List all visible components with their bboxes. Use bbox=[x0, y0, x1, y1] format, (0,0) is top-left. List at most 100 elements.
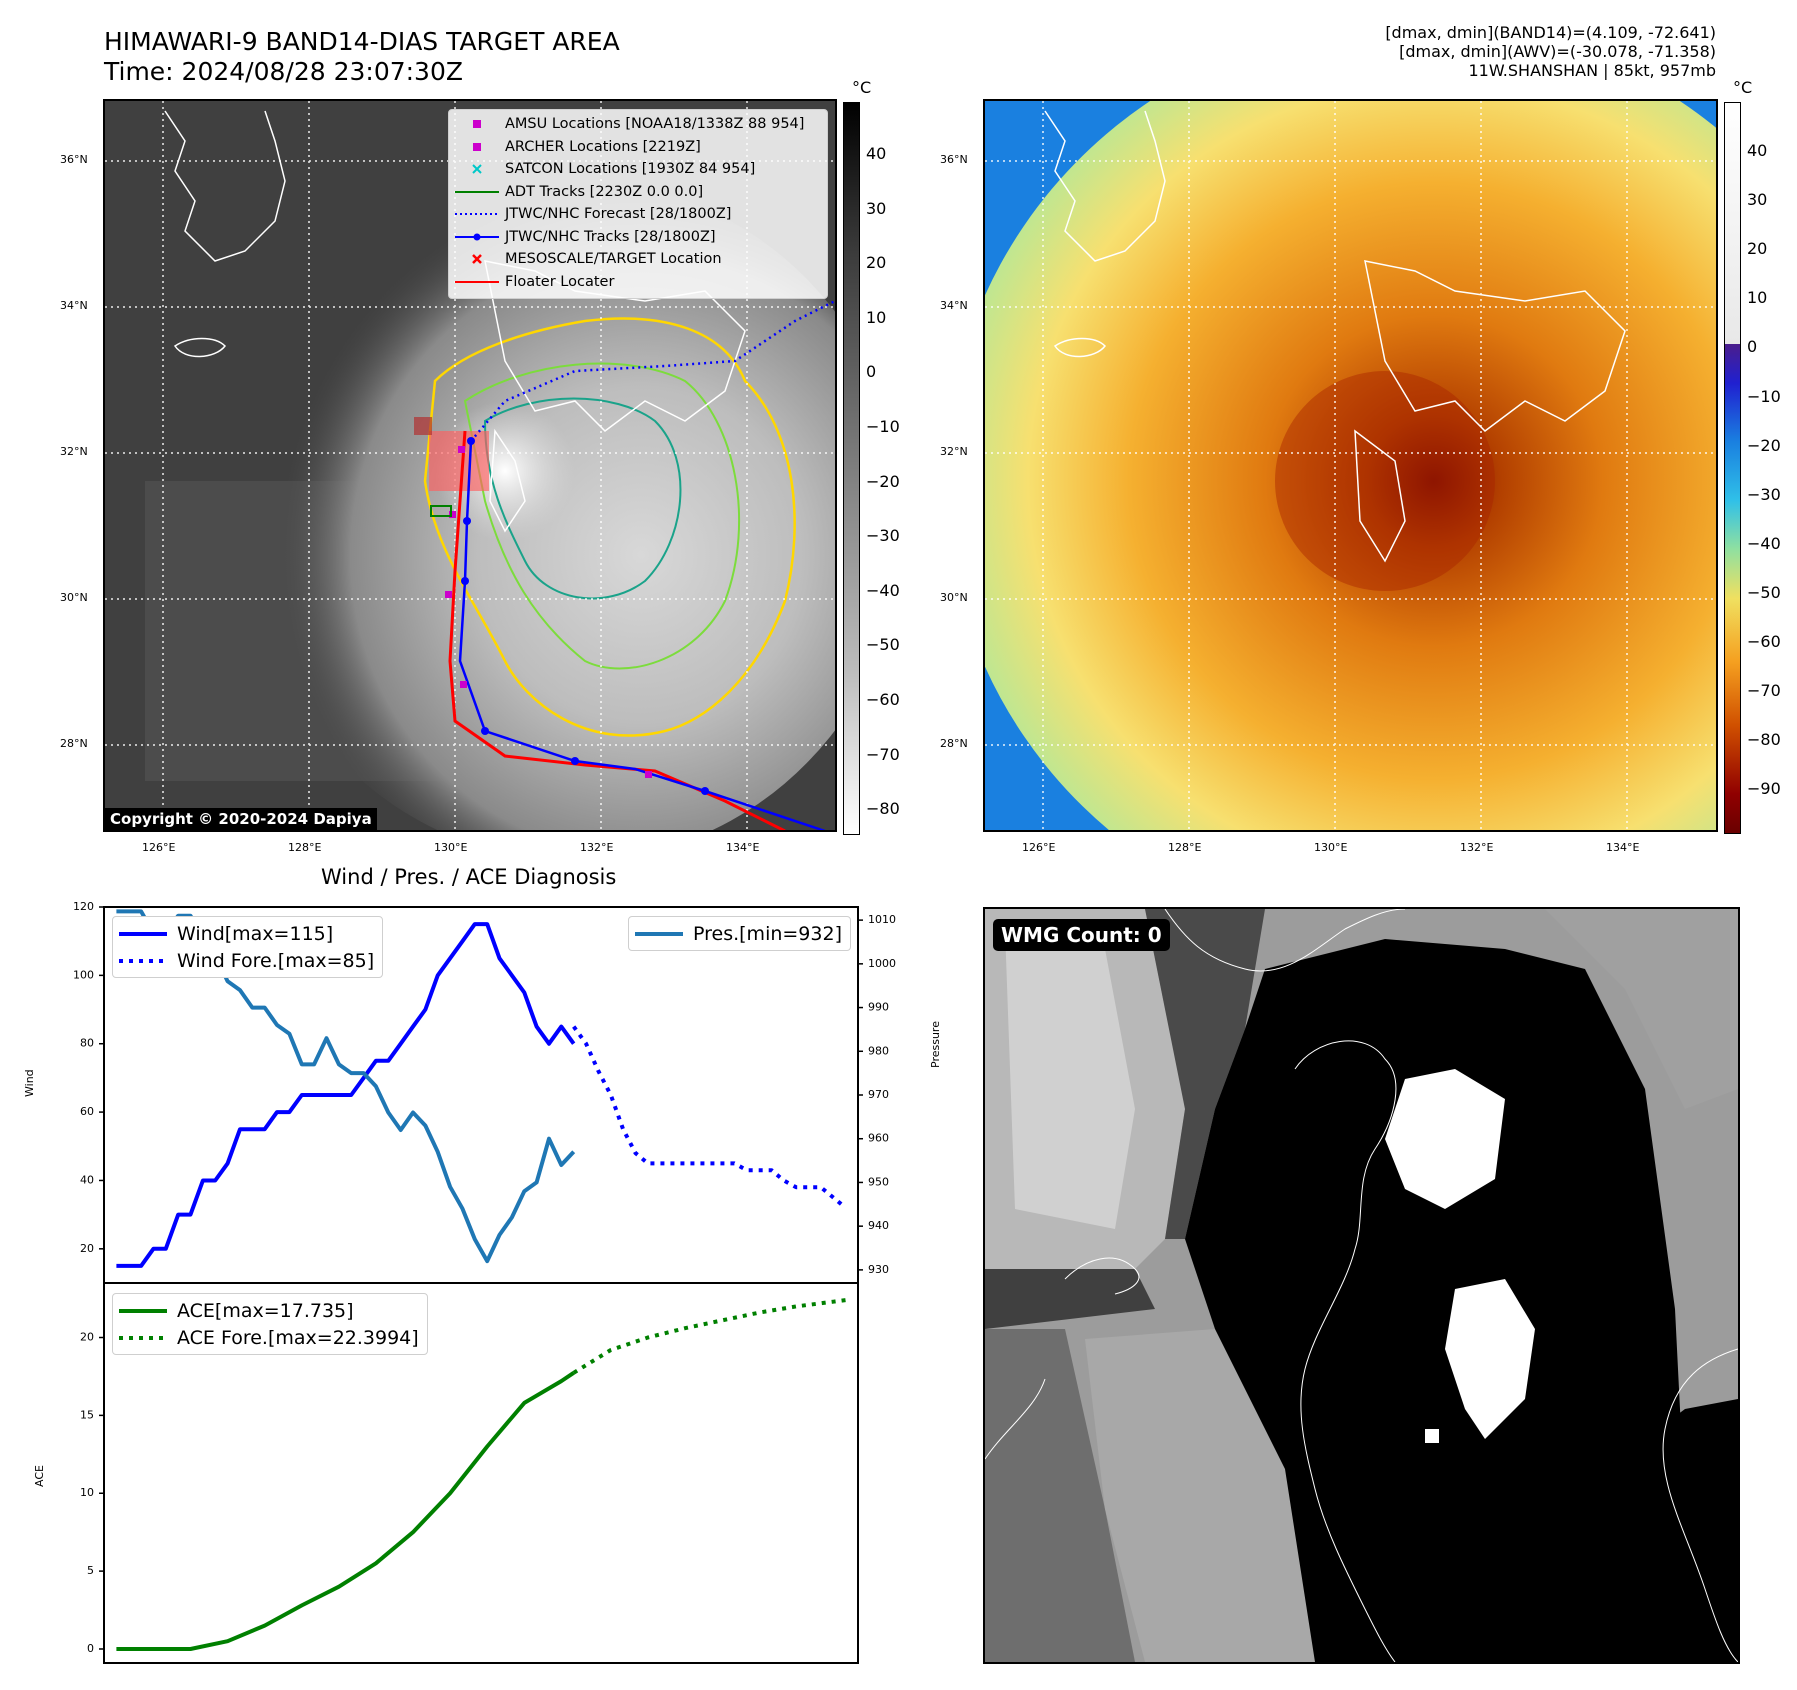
legend-symbol bbox=[455, 207, 499, 221]
chart-title: Wind / Pres. / ACE Diagnosis bbox=[321, 865, 617, 889]
pressure-legend: Pres.[min=932] bbox=[628, 916, 851, 951]
legend-symbol bbox=[455, 162, 499, 176]
legend-ace-forecast: ACE Fore.[max=22.3994] bbox=[177, 1326, 419, 1349]
ace-frame bbox=[103, 1282, 859, 1664]
pressure-tick-label: 940 bbox=[868, 1219, 889, 1232]
pressure-tick-label: 970 bbox=[868, 1088, 889, 1101]
colorbar-left-tick: 0 bbox=[866, 362, 877, 382]
legend-symbol bbox=[455, 230, 499, 244]
wmg-image bbox=[985, 909, 1738, 1662]
legend-wind-forecast: Wind Fore.[max=85] bbox=[177, 949, 375, 972]
wind-tick-label: 80 bbox=[80, 1037, 94, 1050]
wind-tick-label: 60 bbox=[80, 1105, 94, 1118]
storm-info: 11W.SHANSHAN | 85kt, 957mb bbox=[1468, 61, 1716, 80]
pressure-tick-label: 930 bbox=[868, 1263, 889, 1276]
colorbar-right-tick: −10 bbox=[1747, 386, 1781, 406]
colorbar-right-tick: −30 bbox=[1747, 484, 1781, 504]
legend-row: MESOSCALE/TARGET Location bbox=[449, 248, 827, 271]
lon-tick: 128°E bbox=[1168, 841, 1202, 854]
lat-tick: 30°N bbox=[940, 591, 968, 604]
lat-tick: 30°N bbox=[60, 591, 88, 604]
ace-legend: ACE[max=17.735] ACE Fore.[max=22.3994] bbox=[112, 1293, 428, 1355]
colorbar-right-tick: −90 bbox=[1747, 779, 1781, 799]
ace-axis-label: ACE bbox=[33, 1465, 46, 1487]
colorbar-left-tick: −10 bbox=[866, 417, 900, 436]
legend-symbol bbox=[455, 185, 499, 199]
legend-label: Floater Locater bbox=[505, 273, 615, 290]
dmax-dmin-band14: [dmax, dmin](BAND14)=(4.109, -72.641) bbox=[1385, 23, 1716, 42]
legend-symbol bbox=[455, 117, 499, 131]
colorbar-left-tick: −20 bbox=[866, 471, 900, 491]
wmg-panel bbox=[983, 907, 1740, 1664]
lon-tick: 130°E bbox=[434, 841, 468, 854]
legend-row: SATCON Locations [1930Z 84 954] bbox=[449, 158, 827, 181]
colorbar-right-tick: −70 bbox=[1747, 681, 1781, 701]
wind-axis-label: Wind bbox=[23, 1069, 36, 1097]
lat-tick: 28°N bbox=[940, 737, 968, 750]
legend-wind: Wind[max=115] bbox=[177, 922, 334, 945]
legend-pressure: Pres.[min=932] bbox=[693, 922, 842, 945]
ace-line bbox=[116, 1371, 575, 1651]
page-title: HIMAWARI-9 BAND14-DIAS TARGET AREA bbox=[104, 27, 620, 56]
lon-tick: 130°E bbox=[1314, 841, 1348, 854]
lon-tick: 128°E bbox=[288, 841, 322, 854]
colorbar-left-unit: °C bbox=[852, 78, 872, 97]
lon-tick: 134°E bbox=[726, 841, 760, 854]
lon-tick: 134°E bbox=[1606, 841, 1640, 854]
legend-row: ARCHER Locations [2219Z] bbox=[449, 136, 827, 159]
pressure-tick-label: 1010 bbox=[868, 913, 896, 926]
legend-label: ADT Tracks [2230Z 0.0 0.0] bbox=[505, 183, 704, 200]
lat-tick: 32°N bbox=[60, 445, 88, 458]
pressure-tick-label: 980 bbox=[868, 1044, 889, 1057]
colorbar-right-cold bbox=[1724, 344, 1741, 834]
wind-forecast-line bbox=[572, 1025, 847, 1210]
lon-tick: 126°E bbox=[142, 841, 176, 854]
colorbar-left-tick: −50 bbox=[866, 635, 900, 655]
colorbar-left-tick: −80 bbox=[866, 799, 900, 819]
wmg-count-badge: WMG Count: 0 bbox=[993, 919, 1170, 951]
legend-ace: ACE[max=17.735] bbox=[177, 1299, 354, 1322]
pressure-axis-label: Pressure bbox=[929, 1021, 942, 1068]
wind-tick-label: 40 bbox=[80, 1173, 94, 1186]
colorbar-left-tick: 10 bbox=[866, 307, 887, 327]
colorbar-right-warm bbox=[1724, 102, 1741, 345]
legend-row: AMSU Locations [NOAA18/1338Z 88 954] bbox=[449, 113, 827, 136]
ace-tick-label: 10 bbox=[80, 1486, 94, 1499]
legend-symbol bbox=[455, 275, 499, 289]
colorbar-right-tick: −50 bbox=[1747, 582, 1781, 602]
lon-tick: 132°E bbox=[580, 841, 614, 854]
legend-label: MESOSCALE/TARGET Location bbox=[505, 251, 722, 268]
legend-label: JTWC/NHC Tracks [28/1800Z] bbox=[505, 228, 716, 245]
colorbar-right-tick: −60 bbox=[1747, 632, 1781, 651]
legend-row: Floater Locater bbox=[449, 271, 827, 294]
wind-legend: Wind[max=115] Wind Fore.[max=85] bbox=[112, 916, 384, 978]
ace-tick-label: 15 bbox=[80, 1408, 94, 1421]
colorbar-left-tick: −30 bbox=[866, 526, 900, 546]
legend-row: JTWC/NHC Forecast [28/1800Z] bbox=[449, 203, 827, 226]
ace-tick-label: 0 bbox=[87, 1642, 94, 1655]
lat-tick: 28°N bbox=[60, 737, 88, 750]
colorbar-left-tick: −60 bbox=[866, 690, 900, 709]
colorbar-left-tick: 40 bbox=[866, 144, 887, 163]
legend-label: AMSU Locations [NOAA18/1338Z 88 954] bbox=[505, 116, 805, 133]
ace-forecast-line bbox=[572, 1298, 846, 1375]
legend-symbol bbox=[455, 140, 499, 154]
lat-tick: 32°N bbox=[940, 445, 968, 458]
pressure-tick-label: 990 bbox=[868, 1001, 889, 1014]
colorbar-right-unit: °C bbox=[1733, 78, 1753, 97]
colorbar-right-tick: −20 bbox=[1747, 435, 1781, 455]
awv-map-image bbox=[985, 101, 1716, 830]
map-legend: AMSU Locations [NOAA18/1338Z 88 954] ARCH… bbox=[448, 109, 828, 299]
pressure-tick-label: 960 bbox=[868, 1132, 889, 1145]
colorbar-right-tick: −80 bbox=[1747, 730, 1781, 750]
legend-row: ADT Tracks [2230Z 0.0 0.0] bbox=[449, 181, 827, 204]
lon-tick: 126°E bbox=[1022, 841, 1056, 854]
legend-label: SATCON Locations [1930Z 84 954] bbox=[505, 161, 756, 178]
colorbar-right-tick: 20 bbox=[1747, 239, 1768, 259]
lat-tick: 34°N bbox=[60, 299, 88, 312]
colorbar-right-tick: 10 bbox=[1747, 288, 1768, 308]
lon-tick: 132°E bbox=[1460, 841, 1494, 854]
awv-map-panel bbox=[983, 99, 1718, 832]
ace-tick-label: 5 bbox=[87, 1564, 94, 1577]
